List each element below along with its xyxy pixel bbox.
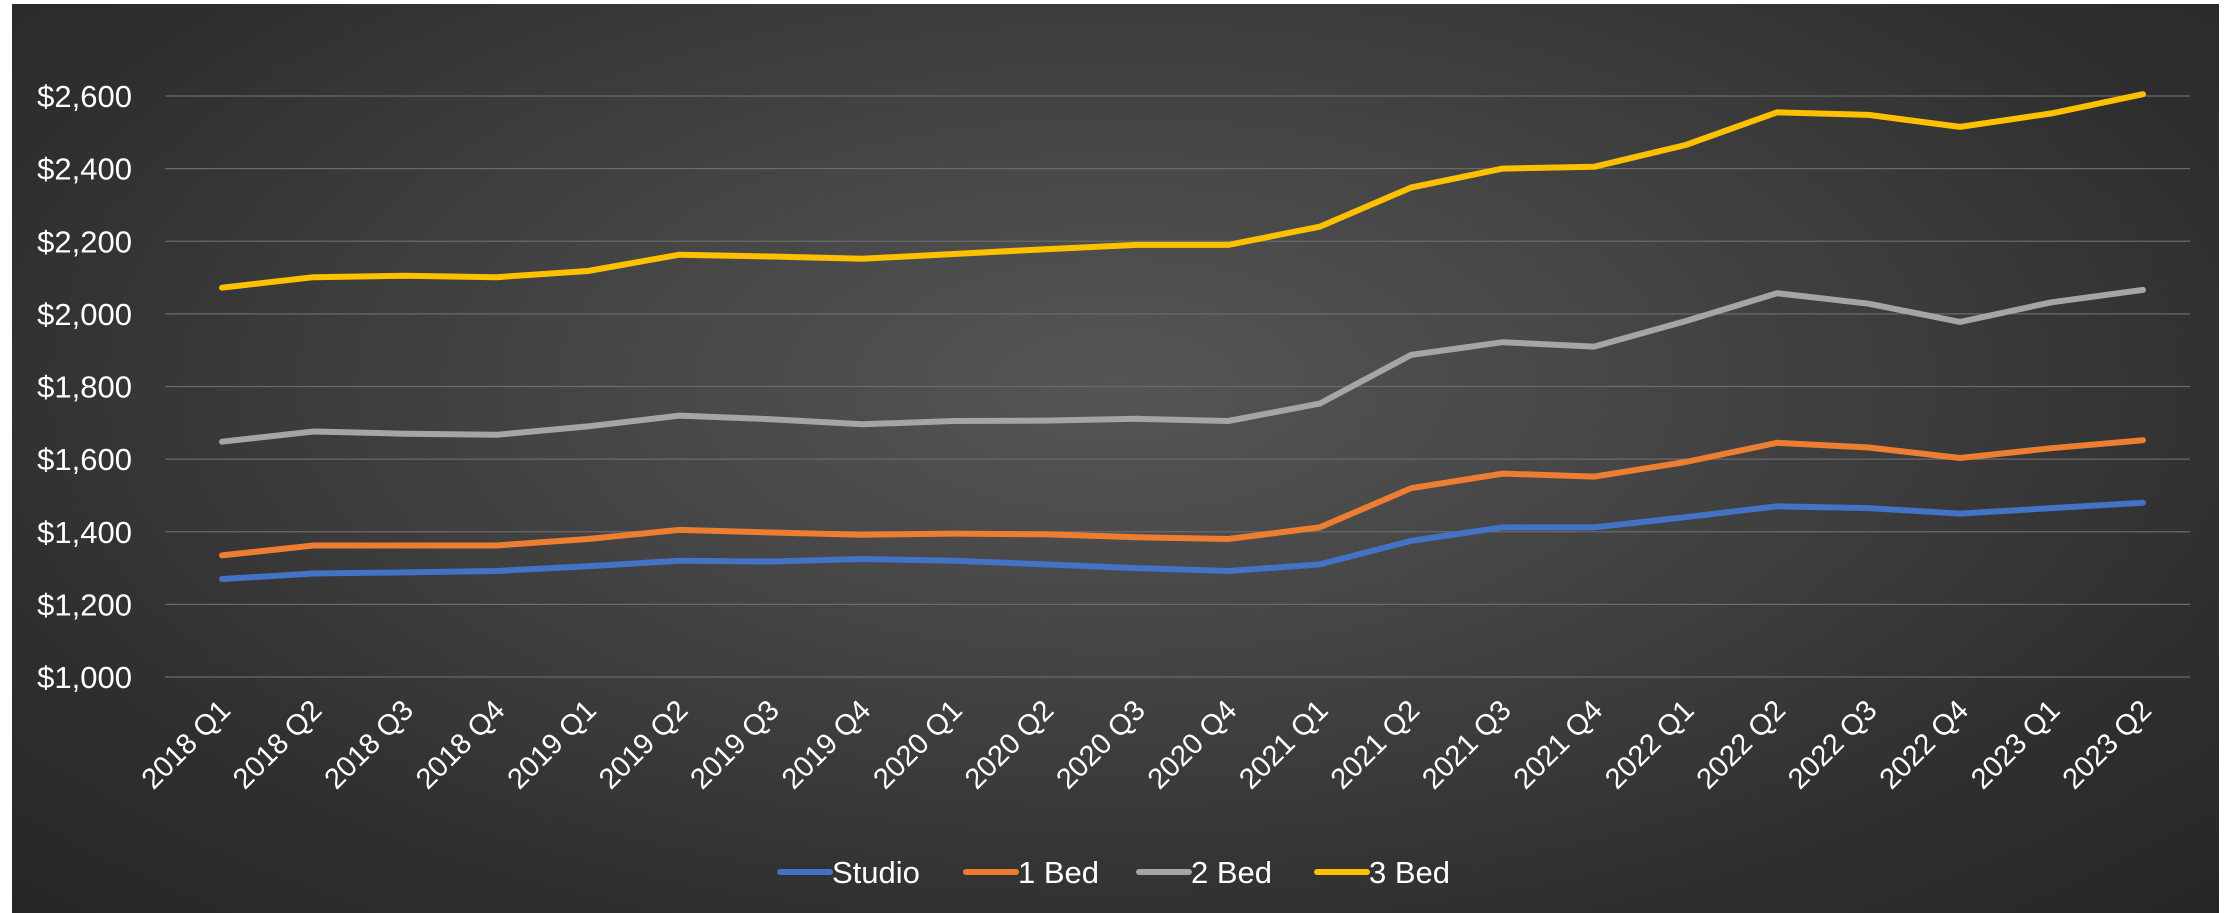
series-line-3-bed [219,91,2146,291]
series-line-1-bed [219,437,2146,559]
x-tick-label: 2018 Q4 [410,694,511,795]
x-tick-label: 2020 Q4 [1142,694,1243,795]
x-tick-label: 2020 Q1 [867,694,968,795]
x-tick-label: 2023 Q2 [2057,694,2158,795]
legend-label-2-bed: 2 Bed [1191,855,1272,890]
x-tick-label: 2022 Q3 [1782,694,1883,795]
x-tick-label: 2021 Q1 [1233,694,1334,795]
y-axis-tick-labels: $1,000 $1,200 $1,400 $1,600 $1,800 $2,000 $2,2… [37,79,132,695]
y-tick-label: $2,200 [37,224,132,259]
x-tick-label: 2023 Q1 [1965,694,2066,795]
legend-label-studio: Studio [832,855,920,890]
x-tick-label: 2018 Q3 [319,694,420,795]
chart-background [12,4,2219,913]
x-tick-label: 2022 Q4 [1874,694,1975,795]
legend: Studio 1 Bed 2 Bed 3 Bed [777,855,1450,890]
y-tick-label: $1,800 [37,370,132,405]
x-tick-label: 2021 Q2 [1325,694,1426,795]
y-tick-label: $1,600 [37,442,132,477]
x-tick-label: 2018 Q2 [227,694,328,795]
x-tick-label: 2019 Q2 [593,694,694,795]
series-line-studio [219,499,2146,582]
y-tick-label: $2,400 [37,152,132,187]
series-lines [219,91,2146,582]
series-line-2-bed [219,286,2146,445]
x-tick-label: 2020 Q2 [959,694,1060,795]
x-tick-label: 2022 Q2 [1691,694,1792,795]
y-tick-label: $1,200 [37,587,132,622]
x-tick-label: 2020 Q3 [1050,694,1151,795]
x-tick-label: 2022 Q1 [1599,694,1700,795]
x-tick-label: 2021 Q3 [1416,694,1517,795]
y-tick-label: $2,600 [37,79,132,114]
x-tick-label: 2019 Q4 [776,694,877,795]
x-tick-label: 2019 Q1 [502,694,603,795]
legend-label-1-bed: 1 Bed [1018,855,1099,890]
legend-label-3-bed: 3 Bed [1369,855,1450,890]
y-tick-label: $2,000 [37,297,132,332]
x-tick-label: 2021 Q4 [1508,694,1609,795]
gridlines [165,95,2190,678]
x-tick-label: 2019 Q3 [685,694,786,795]
x-tick-label: 2018 Q1 [136,694,237,795]
y-tick-label: $1,400 [37,515,132,550]
y-tick-label: $1,000 [37,660,132,695]
